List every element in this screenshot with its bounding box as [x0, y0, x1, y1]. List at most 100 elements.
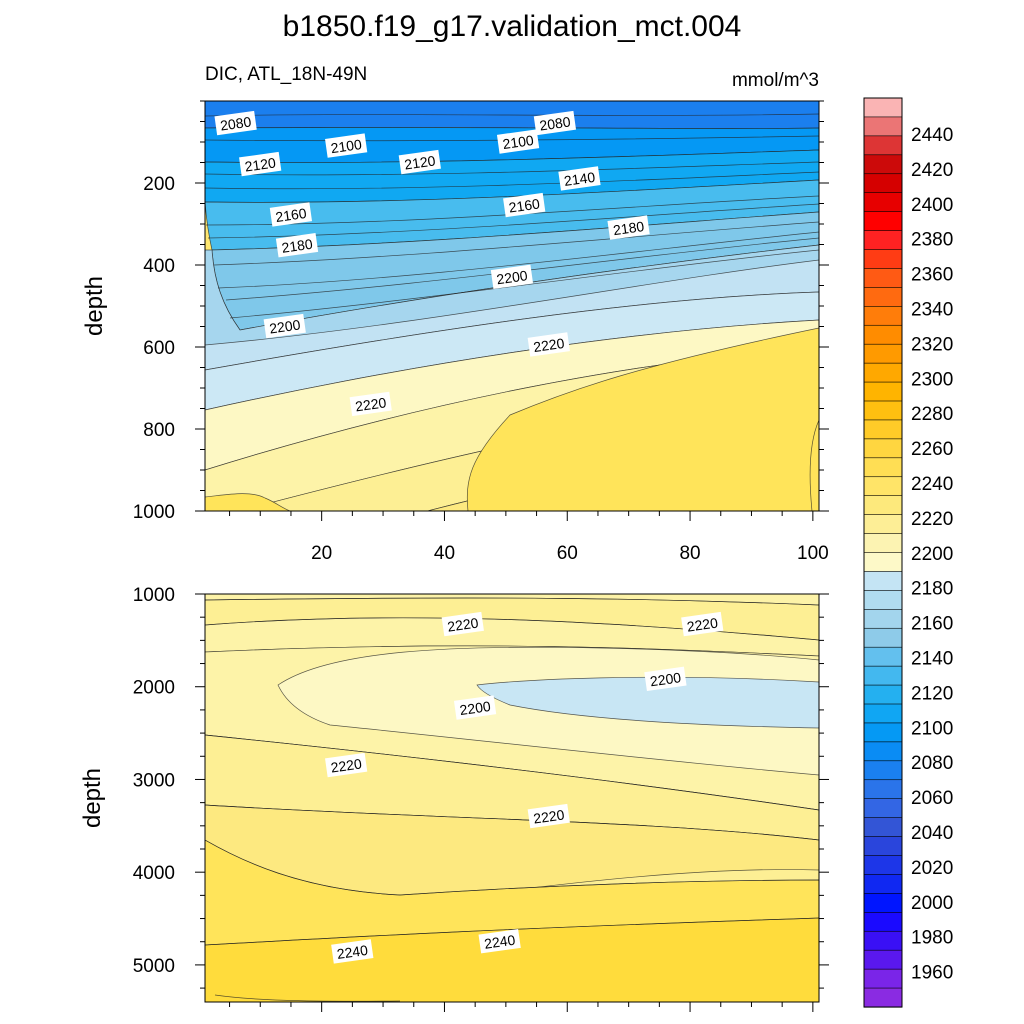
contour-label-text: 2180: [612, 218, 645, 238]
colorbar-swatch: [863, 949, 903, 970]
colorbar-swatch: [863, 855, 903, 876]
y-tick-label: 1000: [133, 502, 175, 523]
fill-bottom-left: [205, 493, 291, 511]
colorbar-swatch: [863, 722, 903, 743]
contour-label-text: 2180: [281, 236, 314, 256]
x-tick-label: 60: [557, 543, 578, 564]
contour-label-text: 2200: [495, 267, 528, 287]
colorbar-swatch: [863, 116, 903, 137]
contour-label: 2220: [349, 391, 392, 417]
colorbar-swatch: [863, 173, 903, 194]
colorbar-label: 2220: [911, 509, 953, 530]
contour-label: 2100: [496, 129, 540, 154]
colorbar-label: 2200: [911, 544, 953, 565]
contour-label-box: [503, 192, 546, 218]
colorbar-swatch: [863, 249, 903, 270]
colorbar-swatch: [863, 211, 903, 232]
contour-label: 2220: [681, 611, 724, 637]
colorbar-label: 1960: [911, 963, 953, 984]
colorbar-swatch: [863, 609, 903, 629]
contour-label-box: [325, 752, 368, 778]
colorbar-swatch: [863, 324, 903, 345]
contour-label-text: 2160: [508, 195, 541, 215]
colorbar-swatch: [863, 817, 903, 838]
contour-label: 2220: [527, 803, 570, 829]
contour-label-box: [331, 939, 374, 964]
colorbar-swatch: [863, 627, 903, 648]
colorbar-swatch: [863, 495, 903, 516]
contour-label-text: 2220: [532, 335, 565, 355]
colorbar-swatch: [863, 457, 903, 478]
colorbar-label: 2100: [911, 718, 953, 739]
colorbar-swatch: [863, 779, 903, 800]
contour-label: 2200: [263, 313, 306, 339]
y-tick-label: 2000: [133, 678, 175, 699]
contour-label-box: [275, 233, 319, 258]
colorbar-swatch: [863, 381, 903, 402]
colorbar-swatch: [863, 798, 903, 819]
colorbar-swatch: [863, 230, 903, 251]
contour-label-text: 2220: [354, 394, 387, 414]
contour-label-box: [214, 110, 257, 136]
colorbar-label: 2440: [911, 125, 953, 146]
contour-label-box: [558, 166, 601, 191]
contour-label-text: 2160: [274, 205, 307, 225]
x-tick-label: 80: [679, 543, 700, 564]
colorbar-swatch: [863, 192, 903, 213]
colorbar-swatch: [863, 306, 903, 326]
y-tick-label: 4000: [133, 863, 175, 884]
contour-label-box: [453, 695, 497, 720]
contour-label-box: [496, 129, 540, 154]
contour-label-text: 2120: [403, 152, 436, 172]
colorbar-label: 2000: [911, 893, 953, 914]
colorbar-label: 2360: [911, 265, 953, 286]
contour-label-text: 2220: [446, 614, 479, 634]
colorbar-swatch: [863, 930, 903, 951]
contour-label-text: 2200: [459, 698, 492, 718]
colorbar-label: 2380: [911, 230, 953, 251]
contour-label-box: [533, 110, 577, 136]
colorbar-swatch: [863, 836, 903, 857]
colorbar-swatch: [863, 912, 903, 932]
contour-label: 2240: [478, 929, 521, 954]
y-tick-label: 400: [143, 256, 175, 277]
contour-label-box: [349, 391, 392, 417]
contour-label-text: 2200: [268, 316, 301, 336]
subtitle-left: DIC, ATL_18N-49N: [205, 64, 367, 85]
colorbar-swatch: [863, 987, 903, 1008]
upper-y-axis: 200 400 600 800 1000: [133, 100, 829, 523]
contour-label: 2100: [325, 133, 368, 158]
contour-label-box: [490, 264, 534, 289]
x-tick-label: 100: [797, 543, 829, 564]
contour-label: 2080: [214, 110, 257, 136]
contour-label-box: [478, 929, 521, 954]
colorbar-swatch: [863, 287, 903, 307]
contour-label-text: 2220: [686, 614, 719, 634]
contour-label: 2200: [453, 695, 497, 720]
colorbar-swatch: [863, 646, 903, 667]
colorbar-swatch: [863, 684, 903, 705]
upper-y-axis-label: depth: [81, 276, 108, 336]
colorbar-label: 2240: [911, 474, 953, 495]
y-tick-label: 5000: [133, 956, 175, 977]
contour-label-text: 2220: [330, 755, 363, 775]
lower-x-axis: [229, 1002, 814, 1012]
contour-label-box: [527, 332, 570, 357]
contour-label: 2220: [441, 611, 484, 637]
contour-label: 2080: [533, 110, 577, 136]
colorbar-swatch: [863, 135, 903, 156]
figure-title: b1850.f19_g17.validation_mct.004: [283, 10, 742, 43]
y-tick-label: 200: [143, 174, 175, 195]
colorbar-label: 2400: [911, 195, 953, 216]
colorbar-frame: [863, 97, 903, 1008]
colorbar-swatch: [863, 400, 903, 421]
contour-label: 2220: [527, 332, 570, 357]
subtitle-right: mmol/m^3: [732, 70, 819, 91]
colorbar-swatch: [863, 343, 903, 364]
colorbar-swatch: [863, 590, 903, 610]
colorbar-label: 2260: [911, 439, 953, 460]
colorbar-label: 2020: [911, 858, 953, 879]
contour-label-box: [269, 202, 313, 227]
